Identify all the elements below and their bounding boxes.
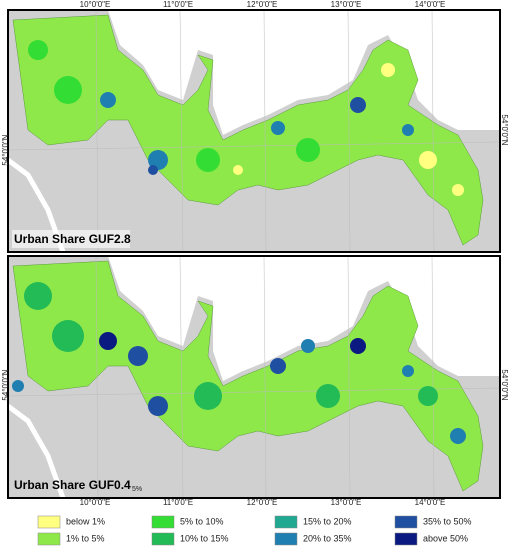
legend-label: 15% to 20%: [303, 516, 352, 526]
legend-swatch: [151, 515, 175, 529]
longitude-label: 12°0'0"E: [247, 0, 278, 9]
longitude-label: 11°0'0"E: [163, 0, 193, 9]
legend-swatch: [394, 532, 418, 546]
urban-share-areas: [12, 282, 466, 444]
legend-swatch: [274, 532, 298, 546]
legend-label: 10% to 15%: [180, 533, 229, 543]
longitude-label: 14°0'0"E: [415, 498, 446, 507]
legend-label: below 1%: [66, 516, 105, 526]
top-map: Urban Share GUF2.8: [7, 9, 501, 253]
longitude-label: 12°0'0"E: [247, 498, 278, 507]
legend-label: 20% to 35%: [303, 533, 352, 543]
longitude-label: 14°0'0"E: [415, 0, 446, 9]
legend-swatch: [394, 515, 418, 529]
legend-label: 1% to 5%: [66, 533, 105, 543]
longitude-labels-top: 10°0'0"E 11°0'0"E 12°0'0"E 13°0'0"E 14°0…: [80, 0, 446, 9]
longitude-label: 13°0'0"E: [331, 0, 362, 9]
legend-swatch: [151, 532, 175, 546]
latitude-label: 54°0'0"N: [1, 134, 10, 165]
longitude-label: 11°0'0"E: [163, 498, 193, 507]
longitude-labels-bottom: 10°0'0"E 11°0'0"E 12°0'0"E 13°0'0"E 14°0…: [80, 498, 446, 507]
latitude-label: 54°0'0"N: [500, 114, 509, 145]
latitude-label: 54°0'0"N: [500, 369, 509, 400]
latitude-label: 54°0'0"N: [1, 369, 10, 400]
legend-swatch: [37, 515, 61, 529]
legend-swatch: [37, 532, 61, 546]
longitude-label: 13°0'0"E: [331, 498, 362, 507]
panel-note: 5%: [132, 486, 142, 493]
legend-label: 5% to 10%: [180, 516, 224, 526]
panel-title: Urban Share GUF2.8: [14, 232, 131, 246]
bottom-map: Urban Share GUF0.4 5%: [7, 255, 501, 499]
panel-title: Urban Share GUF0.4: [14, 478, 131, 492]
legend: below 1% 1% to 5% 5% to 10% 10% to 15% 15% t…: [37, 515, 472, 546]
legend-label: above 50%: [423, 533, 468, 543]
longitude-label: 10°0'0"E: [80, 0, 111, 9]
legend-swatch: [274, 515, 298, 529]
longitude-label: 10°0'0"E: [80, 498, 111, 507]
urban-share-areas: [28, 40, 464, 196]
legend-label: 35% to 50%: [423, 516, 472, 526]
